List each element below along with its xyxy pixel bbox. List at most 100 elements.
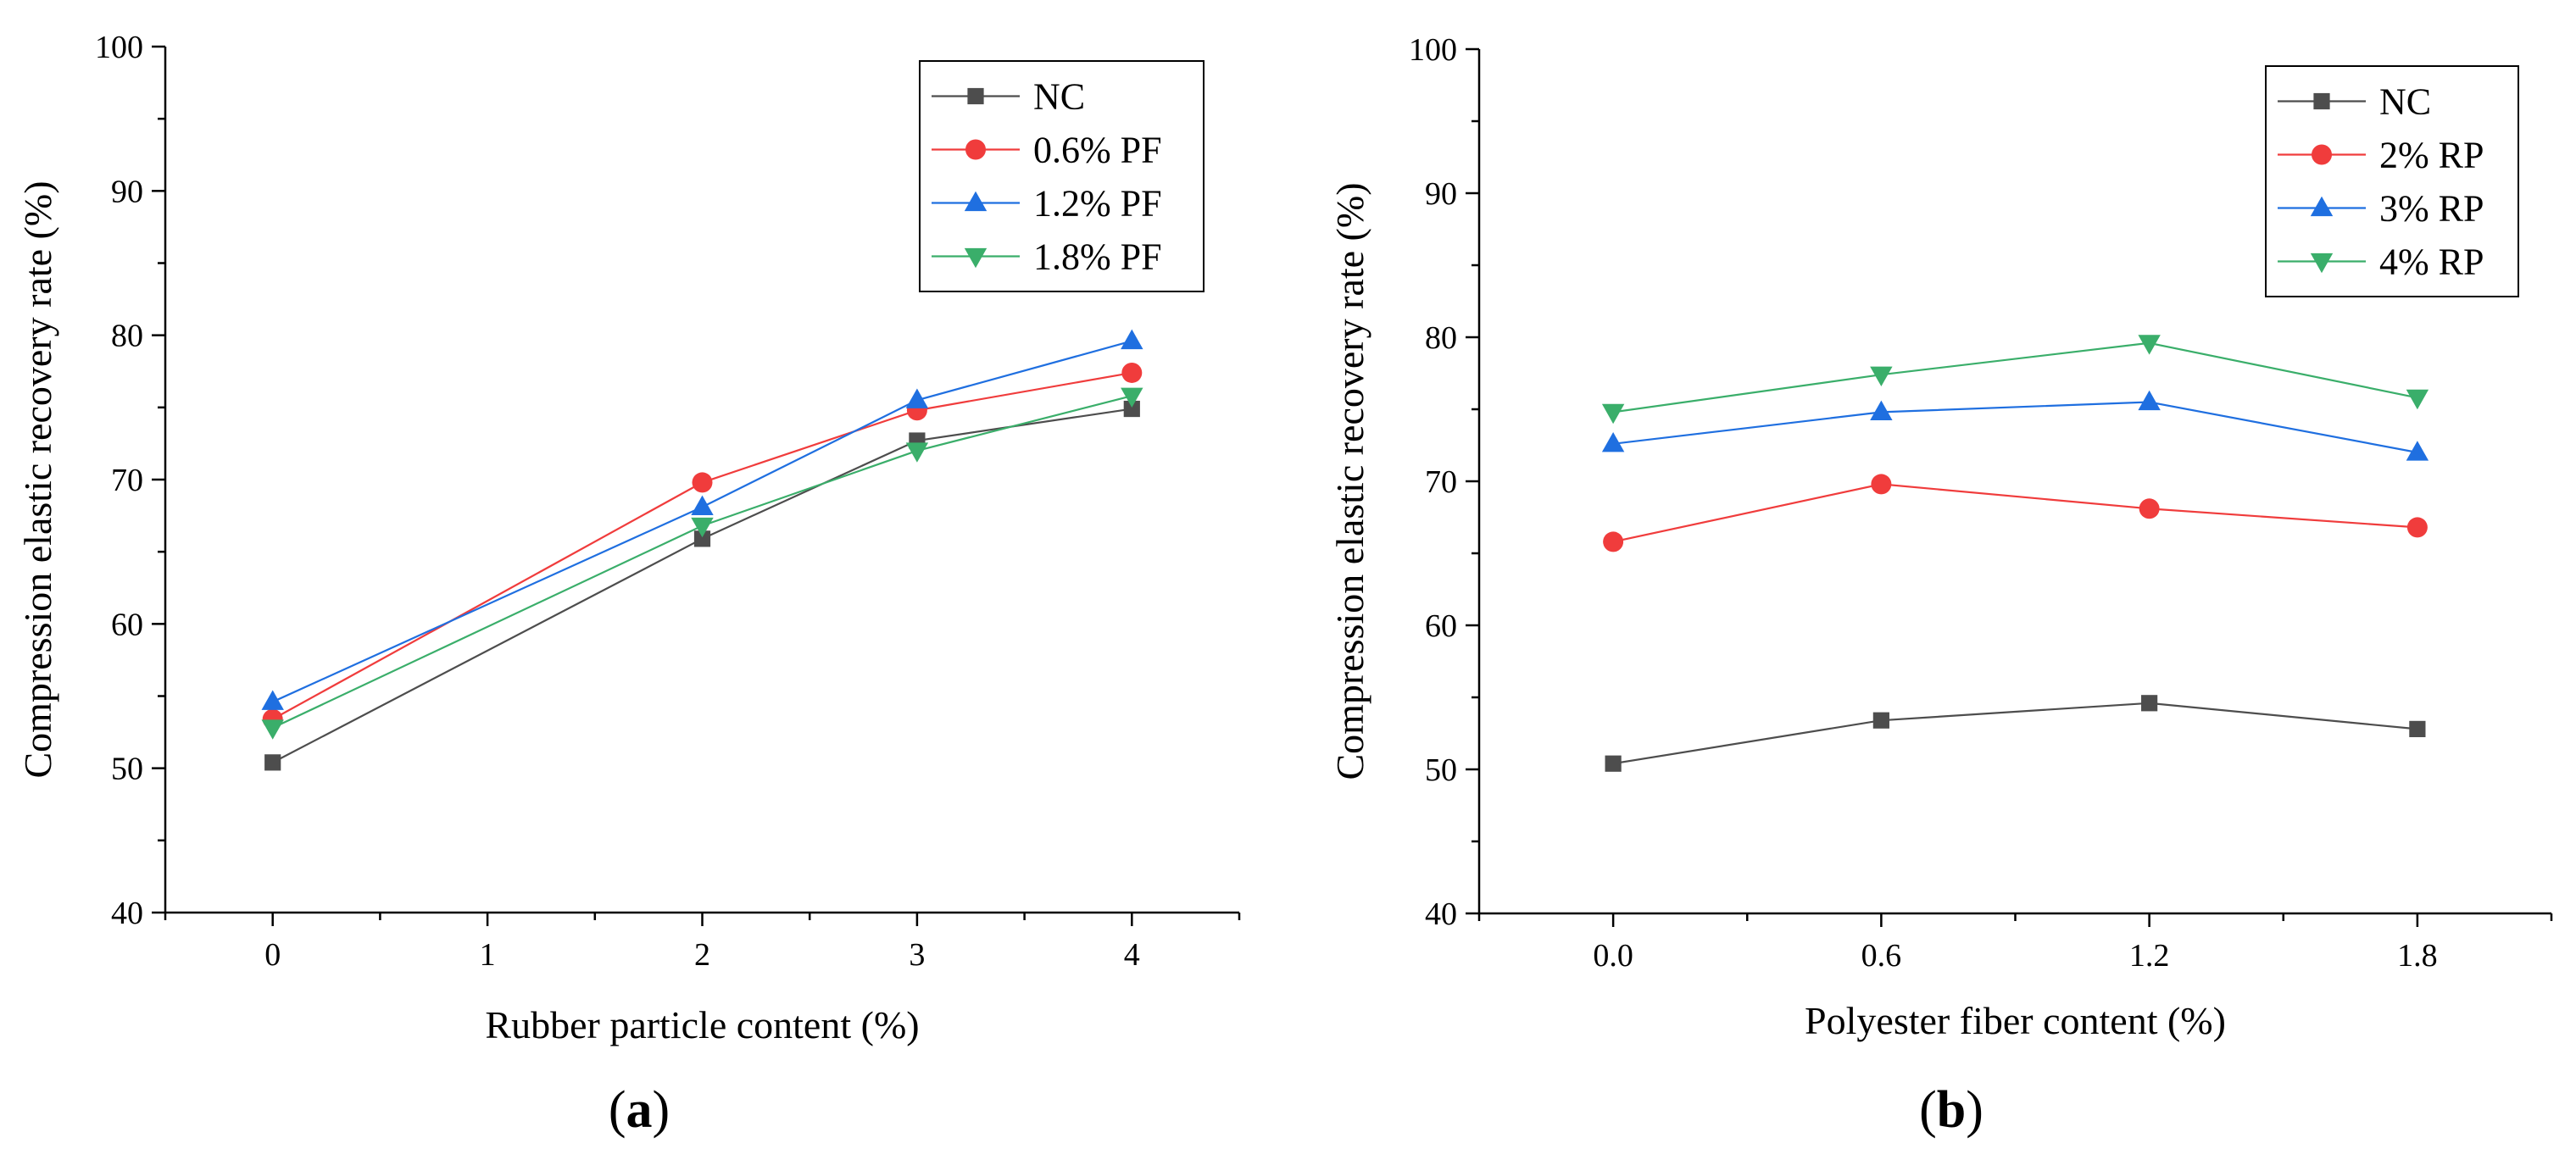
series-line: [1612, 702, 2417, 765]
legend: NC 0.6% PF 1.2% PF 1.8% PF: [919, 60, 1205, 292]
x-tick-label: 1.2: [2129, 938, 2170, 974]
data-point: [691, 495, 714, 515]
series-NC: [1605, 695, 2426, 772]
x-axis-label: Polyester fiber content (%): [1805, 999, 2226, 1042]
y-tick-label: 60: [1425, 608, 1457, 644]
data-point: [1121, 329, 1143, 350]
y-axis-label: Compression elastic recovery rate (%): [1328, 182, 1371, 780]
data-point: [691, 517, 714, 538]
panel-b: 40 50 60 70 80 90 100 0.0 0.6 1.2 1.8 Polyester fib…: [1328, 32, 2553, 1139]
panel-label: (b): [1919, 1081, 1983, 1139]
y-tick-label: 70: [111, 463, 143, 498]
data-point: [1605, 755, 1622, 772]
series-line: [272, 408, 1132, 763]
x-tick-label: 3: [909, 937, 925, 973]
legend-marker: [965, 139, 986, 160]
series-1.2% PF: [261, 329, 1143, 710]
y-tick-label: 90: [1425, 176, 1457, 212]
data-point: [2138, 390, 2161, 411]
y-tick-label: 40: [111, 896, 143, 931]
data-point: [905, 388, 929, 408]
data-point: [2139, 498, 2160, 519]
data-point: [1601, 432, 1625, 452]
data-point: [261, 690, 284, 710]
data-point: [1872, 712, 1889, 729]
series-line: [1612, 401, 2418, 454]
series-line: [272, 395, 1132, 729]
data-point: [2409, 720, 2426, 737]
legend-label: 4% RP: [2379, 241, 2484, 283]
legend-marker: [964, 191, 988, 212]
series-line: [272, 340, 1132, 703]
x-tick-label: 1: [480, 937, 496, 973]
legend-marker: [2312, 144, 2332, 165]
legend-marker: [2310, 196, 2334, 217]
data-point: [2406, 441, 2429, 461]
panel-paren: (: [1919, 1081, 1937, 1139]
data-point: [2406, 389, 2429, 410]
legend-label: 0.6% PF: [1033, 130, 1162, 171]
series-line: [1612, 483, 2417, 543]
y-tick-label: 90: [111, 174, 143, 209]
data-point: [2141, 695, 2158, 712]
y-tick-label: 70: [1425, 464, 1457, 500]
series-line: [1612, 341, 2418, 413]
data-point: [264, 754, 281, 771]
data-point: [1121, 387, 1143, 408]
data-point: [2406, 517, 2428, 538]
data-point: [1121, 362, 1143, 383]
data-point: [2138, 335, 2161, 355]
series-NC: [264, 400, 1140, 771]
y-tick-label: 80: [111, 319, 143, 354]
legend: NC 2% RP 3% RP 4% RP: [2265, 65, 2519, 297]
x-tick-label: 0: [264, 937, 281, 973]
y-tick-label: 80: [1425, 320, 1457, 356]
y-tick-label: 40: [1425, 896, 1457, 932]
data-point: [692, 472, 713, 493]
legend-marker: [967, 87, 984, 105]
legend-label: NC: [1033, 76, 1085, 118]
y-tick-label: 100: [95, 30, 143, 65]
data-point: [1603, 531, 1624, 552]
series-1.8% PF: [261, 387, 1143, 740]
x-tick-label: 0.0: [1593, 938, 1633, 974]
x-axis-label: Rubber particle content (%): [485, 1003, 919, 1046]
x-tick-label: 1.8: [2397, 938, 2438, 974]
legend-label: 2% RP: [2379, 135, 2484, 176]
legend-frame: [2265, 65, 2519, 297]
legend-label: 1.8% PF: [1033, 236, 1162, 278]
legend-frame: [919, 60, 1205, 292]
legend-label: NC: [2379, 81, 2431, 123]
legend-marker: [2310, 253, 2334, 274]
series-3% RP: [1601, 390, 2429, 461]
panel-label: (a): [609, 1081, 670, 1139]
data-point: [1870, 400, 1893, 420]
data-point: [261, 719, 284, 740]
x-tick-label: 4: [1124, 937, 1140, 973]
y-tick-label: 100: [1409, 32, 1457, 68]
panel-paren: ): [1966, 1081, 1983, 1139]
x-tick-label: 0.6: [1861, 938, 1902, 974]
data-point: [693, 530, 711, 547]
y-tick-label: 50: [1425, 752, 1457, 788]
legend-label: 3% RP: [2379, 188, 2484, 230]
data-point: [1123, 400, 1140, 418]
y-tick-label: 50: [111, 752, 143, 787]
data-point: [905, 442, 929, 463]
y-tick-label: 60: [111, 607, 143, 642]
panel-letter: a: [626, 1081, 653, 1139]
series-4% RP: [1601, 335, 2429, 425]
data-point: [1871, 474, 1892, 495]
series-2% RP: [1603, 474, 2428, 552]
legend-label: 1.2% PF: [1033, 183, 1162, 225]
panel-paren: (: [609, 1081, 626, 1139]
x-tick-label: 2: [694, 937, 710, 973]
legend-marker: [964, 247, 988, 269]
panel-paren: ): [653, 1081, 670, 1139]
data-point: [1870, 366, 1893, 386]
data-point: [1601, 403, 1625, 425]
panel-letter: b: [1937, 1081, 1966, 1139]
legend-marker: [2313, 92, 2330, 110]
y-axis-label: Compression elastic recovery rate (%): [16, 180, 59, 778]
